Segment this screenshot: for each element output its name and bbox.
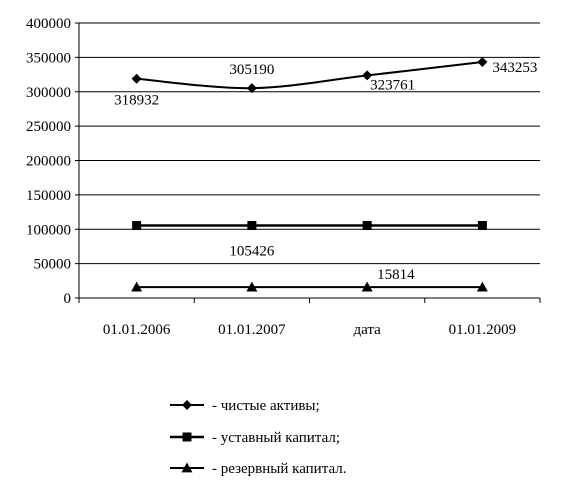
marker-square [247,221,257,231]
x-tick-label: 01.01.2006 [103,322,171,338]
data-label: 15814 [377,267,415,283]
x-tick-label: 01.01.2007 [218,322,286,338]
series-line-1 [136,61,483,90]
series-lines [136,61,483,289]
data-labels: 318932 305190 323761 343253 105426 15814 [114,60,537,283]
marker-diamond [246,83,257,94]
marker-triangle [361,281,373,292]
data-label: 323761 [370,77,415,93]
y-tick-label: 350000 [26,50,71,66]
legend-marker-diamond [182,400,192,410]
x-tick-label: 01.01.2009 [449,322,517,338]
marker-diamond [362,70,373,81]
data-label: 343253 [492,60,537,76]
y-tick-label: 50000 [34,257,72,273]
legend-label: - чистые активы; [212,398,320,414]
y-tick-label: 250000 [26,119,71,135]
x-tick-label: дата [353,322,381,338]
data-label: 105426 [229,244,275,260]
x-tick-labels: 01.01.2006 01.01.2007 дата 01.01.2009 [103,322,516,338]
axes [75,22,541,303]
legend: - чистые активы; - уставный капитал; - рез… [170,398,346,477]
legend-label: - резервный капитал. [212,461,346,477]
marker-diamond [477,57,488,68]
y-tick-label: 300000 [26,85,71,101]
legend-label: - уставный капитал; [212,430,340,446]
y-tick-label: 400000 [26,16,71,32]
marker-square [362,221,372,231]
legend-marker-triangle [181,462,193,473]
marker-triangle [476,281,488,292]
marker-square [477,221,487,231]
y-tick-label: 0 [64,291,72,307]
marker-triangle [246,281,258,292]
legend-marker-square [182,432,192,442]
y-tick-label: 200000 [26,154,71,170]
series-markers [131,57,488,292]
gridlines [79,22,540,265]
data-label: 305190 [229,62,274,78]
y-tick-label: 150000 [26,188,71,204]
data-label: 318932 [114,93,159,109]
marker-triangle [131,281,143,292]
y-tick-labels: 0 50000 100000 150000 200000 250000 300000 3500… [26,16,71,307]
y-tick-label: 100000 [26,222,71,238]
marker-diamond [131,73,142,84]
marker-square [132,221,142,231]
